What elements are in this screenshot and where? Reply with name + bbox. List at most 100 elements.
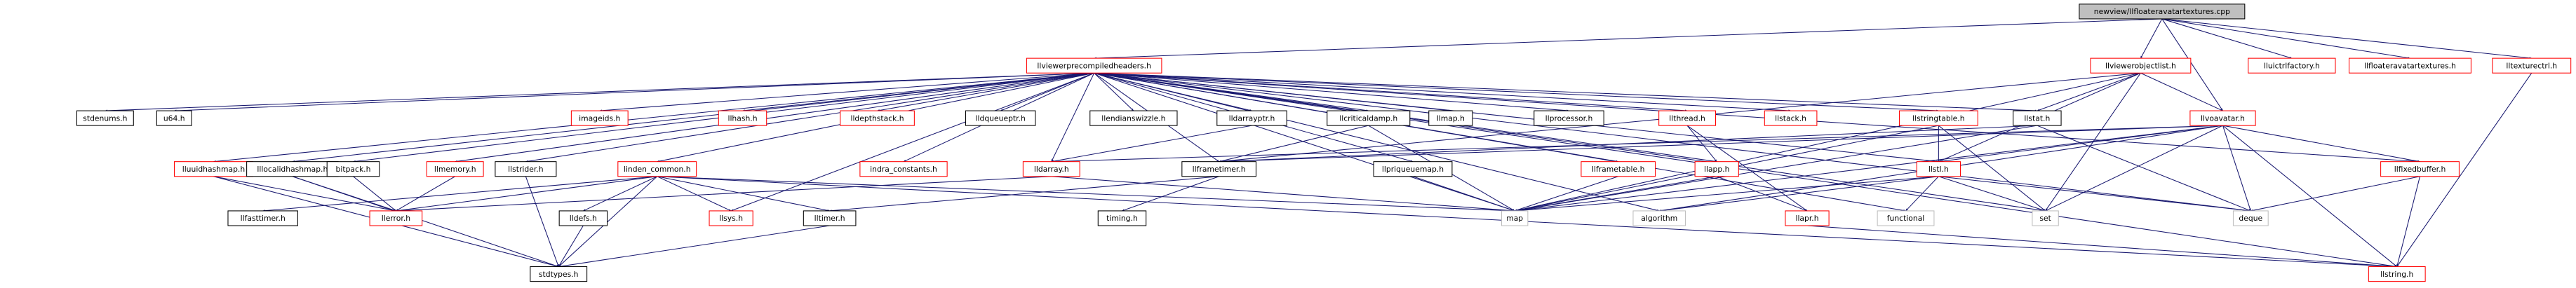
dependency-edge xyxy=(2037,125,2251,212)
dependency-edge xyxy=(1094,72,2037,112)
file-label: lluictrlfactory.h xyxy=(2264,61,2320,70)
file-node xyxy=(1373,161,1453,177)
file-node xyxy=(1026,57,1162,74)
dependency-edge xyxy=(657,176,830,212)
dependency-edge xyxy=(1094,72,1515,212)
file-label: llvoavatar.h xyxy=(2201,114,2245,123)
file-node xyxy=(156,110,192,126)
file-label: set xyxy=(2039,214,2051,223)
file-node xyxy=(530,266,588,282)
file-label: llviewerobjectlist.h xyxy=(2105,61,2176,70)
dependency-edge xyxy=(1806,225,2397,268)
dependency-edge xyxy=(1515,176,1618,212)
dependency-edge xyxy=(1094,72,1660,212)
file-node xyxy=(1658,110,1716,126)
file-node xyxy=(1785,210,1830,226)
file-node xyxy=(1022,161,1080,177)
dependency-edge xyxy=(2161,18,2532,60)
dependency-edge xyxy=(1094,72,1134,111)
file-label: stdtypes.h xyxy=(539,270,579,279)
file-node xyxy=(709,210,753,226)
edges xyxy=(105,18,2533,268)
file-node xyxy=(1327,110,1411,126)
dependency-edge xyxy=(1515,125,2037,212)
file-label: llfloateravatartextures.h xyxy=(2364,61,2456,70)
file-node xyxy=(1097,210,1147,226)
file-node xyxy=(803,210,857,226)
dependency-edge xyxy=(1094,72,1906,212)
file-node xyxy=(426,161,484,177)
file-label: llsys.h xyxy=(719,214,743,223)
file-label: llstrider.h xyxy=(508,165,543,174)
file-node xyxy=(1089,110,1178,126)
dependency-edge xyxy=(2140,72,2223,111)
dependency-edge xyxy=(558,176,658,267)
file-node xyxy=(1534,110,1604,126)
file-label: imageids.h xyxy=(579,114,620,123)
file-label: llfasttimer.h xyxy=(241,214,286,223)
dependency-edge xyxy=(829,176,1219,212)
dependency-edge xyxy=(1051,176,1515,212)
file-label: llframetimer.h xyxy=(1193,165,1246,174)
file-label: u64.h xyxy=(163,114,185,123)
dependency-edge xyxy=(262,176,657,212)
dependency-edge xyxy=(353,176,396,212)
file-label: lldarrayptr.h xyxy=(1229,114,1275,123)
dependency-edge xyxy=(1122,176,1219,212)
file-label: llviewerprecompiledheaders.h xyxy=(1037,61,1151,70)
file-label: deque xyxy=(2239,214,2262,223)
dependency-edge xyxy=(455,72,1094,163)
dependency-edge xyxy=(525,72,1094,163)
file-node xyxy=(1428,110,1473,126)
dependency-edge xyxy=(1094,72,2046,212)
dependency-edge xyxy=(558,225,584,267)
dependency-edge xyxy=(396,176,455,212)
dependency-edge xyxy=(2396,176,2421,267)
dependency-edge xyxy=(1094,72,2420,163)
dependency-edge xyxy=(2250,176,2420,212)
file-node xyxy=(617,161,697,177)
dependency-edge xyxy=(1515,72,2141,212)
file-node xyxy=(1764,110,1818,126)
file-label: llstring.h xyxy=(2380,270,2413,279)
dependency-edge xyxy=(1094,72,1569,112)
file-node xyxy=(859,161,948,177)
dependency-edge xyxy=(213,176,396,212)
file-label: llmemory.h xyxy=(434,165,476,174)
file-label: algorithm xyxy=(1641,214,1677,223)
dependency-edge xyxy=(2161,18,2223,111)
dependency-edge xyxy=(2396,72,2533,267)
file-label: llendianswizzle.h xyxy=(1101,114,1165,123)
nodes: newview/llfloateravatartextures.cpp llvie… xyxy=(76,4,2572,282)
file-node xyxy=(227,210,298,226)
dependency-edge xyxy=(292,176,559,268)
file-label: functional xyxy=(1887,214,1925,223)
file-label: llthread.h xyxy=(1669,114,1705,123)
dependency-edge xyxy=(2161,18,2293,59)
file-node xyxy=(1694,161,1739,177)
dependency-edge xyxy=(1094,72,1939,163)
file-label: llstat.h xyxy=(2024,114,2050,123)
file-node xyxy=(2248,57,2336,74)
dependency-edge xyxy=(292,72,1094,163)
dependency-edge xyxy=(657,176,1515,212)
dependency-edge xyxy=(1686,125,1717,163)
file-label: llprocessor.h xyxy=(1545,114,1593,123)
dependency-edge xyxy=(1094,18,2162,60)
file-label: newview/llfloateravatartextures.cpp xyxy=(2094,7,2230,16)
file-label: llstringtable.h xyxy=(1912,114,1964,123)
dependency-edge xyxy=(1938,125,2046,212)
file-node xyxy=(2032,210,2059,226)
dependency-edge xyxy=(174,72,1094,112)
dependency-edge xyxy=(2045,125,2223,212)
file-label: lldarray.h xyxy=(1034,165,1069,174)
file-node xyxy=(1216,110,1287,126)
dependency-edge xyxy=(105,72,1094,112)
dependency-edge xyxy=(2222,125,2398,267)
file-node xyxy=(2189,110,2256,126)
file-node xyxy=(2368,266,2426,282)
dependency-edge xyxy=(657,176,732,212)
dependency-edge xyxy=(1659,176,1939,212)
dependency-edge xyxy=(1515,176,1939,212)
dependency-edge xyxy=(1219,125,2037,163)
